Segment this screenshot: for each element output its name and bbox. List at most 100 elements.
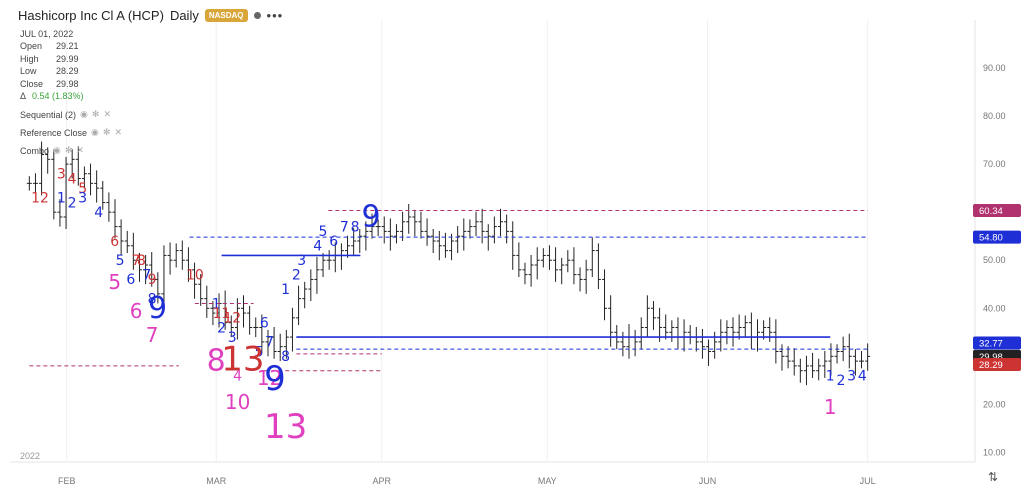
setup-count-label: 3 bbox=[57, 167, 66, 183]
setup-count-label: 3 bbox=[847, 368, 856, 384]
setup-count-label: 8 bbox=[281, 349, 290, 365]
year-label: 2022 bbox=[20, 451, 41, 461]
x-tick-label: FEB bbox=[58, 476, 76, 486]
close-icon[interactable]: ✕ bbox=[114, 127, 122, 137]
setup-count-label: 1 bbox=[826, 368, 835, 384]
more-options-icon[interactable]: ••• bbox=[266, 8, 284, 23]
y-tick-label: 40.00 bbox=[983, 303, 1006, 313]
price-label-bg bbox=[973, 204, 1021, 218]
setup-count-label: 3 bbox=[228, 330, 237, 346]
setup-count-label: 12 bbox=[223, 311, 241, 327]
setup-count-label: 9 bbox=[148, 272, 157, 288]
price-label: 54.80 bbox=[979, 233, 1003, 244]
study-reference-close[interactable]: Reference Close ◉ ✻ ✕ bbox=[20, 127, 122, 138]
setup-count-label: 9 bbox=[362, 200, 381, 235]
setup-count-label: 1 bbox=[824, 395, 837, 419]
setup-count-label: 2 bbox=[68, 195, 77, 211]
setup-count-label: 4 bbox=[233, 368, 242, 384]
setup-count-label: 12 bbox=[31, 191, 49, 207]
eye-icon[interactable]: ◉ bbox=[91, 127, 99, 137]
y-tick-label: 90.00 bbox=[983, 63, 1006, 73]
setup-count-label: 5 bbox=[78, 181, 87, 197]
setup-count-label: 8 bbox=[351, 219, 360, 235]
y-tick-label: 70.00 bbox=[983, 159, 1006, 169]
setup-count-label: 13 bbox=[264, 407, 307, 447]
change-value: 0.54 (1.83%) bbox=[32, 91, 84, 102]
setup-count-label: 6 bbox=[260, 315, 269, 331]
x-tick-label: MAY bbox=[538, 476, 557, 486]
timeframe-label[interactable]: Daily bbox=[169, 8, 199, 23]
setup-count-label: 2 bbox=[292, 267, 301, 283]
setup-count-label: 6 bbox=[110, 234, 119, 250]
exchange-badge: NASDAQ bbox=[204, 9, 248, 22]
setup-count-label: 7 bbox=[132, 253, 141, 269]
setup-count-label: 7 bbox=[142, 267, 151, 283]
symbol-title[interactable]: Hashicorp Inc Cl A (HCP) bbox=[18, 8, 164, 23]
eye-icon[interactable]: ◉ bbox=[53, 145, 61, 155]
setup-count-label: 6 bbox=[329, 234, 338, 250]
setup-count-label: 6 bbox=[126, 272, 135, 288]
eye-icon[interactable]: ◉ bbox=[80, 109, 88, 119]
setup-count-label: 4 bbox=[858, 368, 867, 384]
setup-count-label: 7 bbox=[265, 335, 274, 351]
study-sequential[interactable]: Sequential (2) ◉ ✻ ✕ bbox=[20, 109, 111, 120]
setup-count-label: 1 bbox=[281, 282, 290, 298]
close-label: Close bbox=[20, 78, 44, 89]
y-tick-label: 50.00 bbox=[983, 255, 1006, 265]
close-icon[interactable]: ✕ bbox=[103, 109, 111, 119]
chart-header: Hashicorp Inc Cl A (HCP) Daily NASDAQ ••… bbox=[18, 8, 283, 23]
x-tick-label: APR bbox=[372, 476, 391, 486]
close-icon[interactable]: ✕ bbox=[76, 145, 84, 155]
gear-icon[interactable]: ✻ bbox=[64, 145, 73, 155]
y-tick-label: 20.00 bbox=[983, 399, 1006, 409]
setup-count-label: 4 bbox=[68, 171, 77, 187]
setup-count-label: 9 bbox=[264, 359, 286, 399]
setup-count-label: 1 bbox=[57, 191, 66, 207]
setup-count-label: 10 bbox=[186, 267, 204, 283]
price-label: 32.77 bbox=[979, 338, 1003, 349]
x-tick-label: MAR bbox=[206, 476, 227, 486]
price-label-bg bbox=[973, 336, 1021, 350]
x-tick-label: JUN bbox=[699, 476, 717, 486]
price-label-bg bbox=[973, 358, 1021, 372]
close-value: 29.98 bbox=[56, 78, 79, 89]
y-tick-label: 80.00 bbox=[983, 111, 1006, 121]
setup-count-label: 3 bbox=[297, 253, 306, 269]
price-label: 29.98 bbox=[979, 352, 1003, 363]
low-label: Low bbox=[20, 66, 37, 77]
open-value: 29.21 bbox=[56, 41, 79, 52]
high-value: 29.99 bbox=[56, 53, 79, 64]
status-dot-icon bbox=[253, 12, 261, 19]
high-label: High bbox=[20, 53, 39, 64]
setup-count-label: 1 bbox=[212, 296, 221, 312]
setup-count-label: 9 bbox=[148, 291, 167, 326]
price-label: 60.34 bbox=[979, 206, 1003, 217]
study-label: Combo bbox=[20, 145, 50, 156]
x-tick-label: JUL bbox=[860, 476, 876, 486]
setup-count-label: 5 bbox=[108, 270, 121, 294]
gear-icon[interactable]: ✻ bbox=[102, 127, 111, 137]
setup-count-label: 2 bbox=[836, 373, 845, 389]
open-label: Open bbox=[20, 41, 43, 52]
y-tick-label: 10.00 bbox=[983, 447, 1006, 457]
setup-count-label: 4 bbox=[94, 205, 103, 221]
setup-count-label: 10 bbox=[225, 390, 250, 414]
setup-count-label: 7 bbox=[340, 219, 349, 235]
study-combo[interactable]: Combo ◉ ✻ ✕ bbox=[20, 145, 84, 156]
ohlc-date: JUL 01, 2022 bbox=[20, 29, 74, 39]
setup-count-label: 12 bbox=[257, 366, 282, 390]
setup-count-label: 3 bbox=[78, 191, 87, 207]
sort-arrows-icon[interactable]: ⇅ bbox=[988, 470, 999, 484]
change-label: Δ bbox=[20, 91, 27, 102]
setup-count-label: 13 bbox=[221, 340, 264, 380]
price-label-bg bbox=[973, 230, 1021, 244]
low-value: 28.29 bbox=[56, 66, 79, 77]
setup-count-label: 2 bbox=[217, 320, 226, 336]
gear-icon[interactable]: ✻ bbox=[91, 109, 100, 119]
setup-count-label: 8 bbox=[148, 291, 157, 307]
setup-count-label: 11 bbox=[213, 306, 231, 322]
price-label: 28.29 bbox=[979, 360, 1003, 371]
setup-count-label: 8 bbox=[207, 344, 226, 379]
study-label: Reference Close bbox=[20, 127, 88, 138]
